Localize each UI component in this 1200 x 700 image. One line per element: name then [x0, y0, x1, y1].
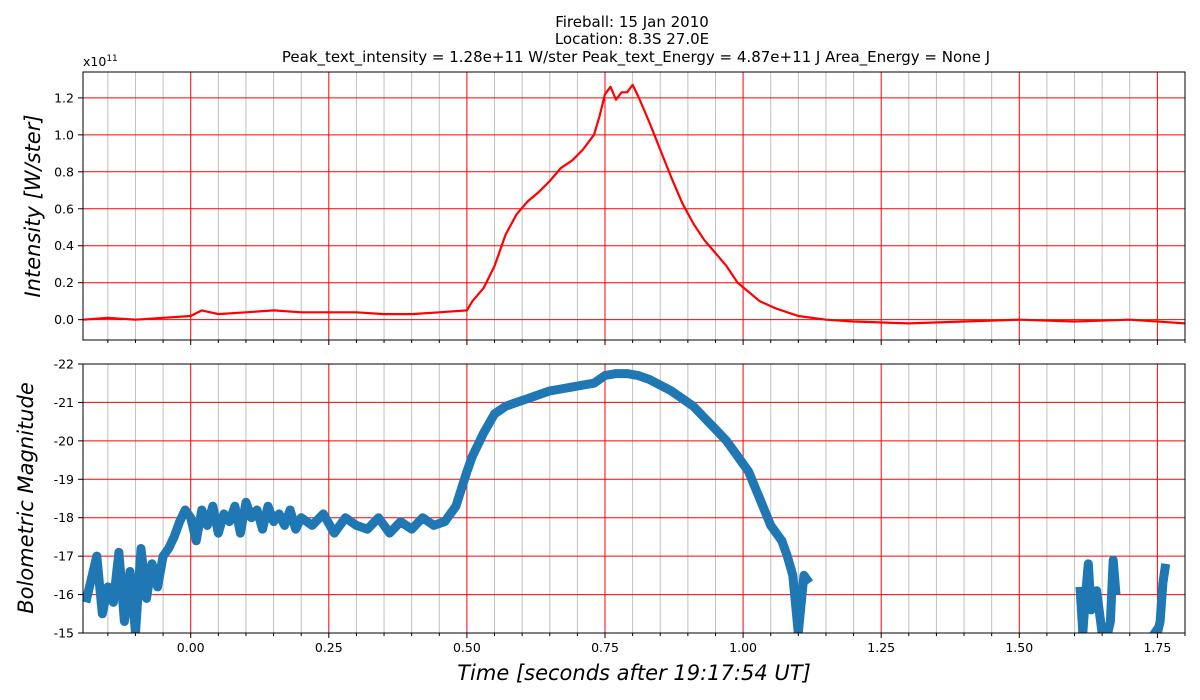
x-tick-label: 1.75 — [1143, 640, 1171, 655]
intensity-scale-exponent: 11 — [106, 54, 117, 64]
x-tick-label: 0.75 — [591, 640, 619, 655]
intensity-line-segment-1 — [83, 83, 1185, 325]
magnitude-line-segment-3 — [1149, 563, 1171, 633]
y-tick-label: -17 — [54, 549, 74, 564]
intensity-series — [83, 83, 1185, 325]
figure-title: Fireball: 15 Jan 2010 Location: 8.3S 27.… — [282, 13, 990, 67]
x-tick-label: 0.50 — [453, 640, 481, 655]
y-tick-label: -21 — [54, 395, 74, 410]
y-tick-label: 0.2 — [54, 275, 74, 290]
x-tick-label: 0.25 — [315, 640, 343, 655]
y-tick-label: 0.0 — [54, 312, 74, 327]
title-line-2: Location: 8.3S 27.0E — [555, 30, 709, 48]
intensity-scale-base: x10 — [83, 54, 106, 69]
x-tick-label: 1.25 — [867, 640, 895, 655]
y-tick-label: 0.6 — [54, 201, 74, 216]
magnitude-y-axis-label: Bolometric Magnitude — [14, 382, 38, 614]
title-line-1: Fireball: 15 Jan 2010 — [555, 13, 709, 31]
magnitude-line-segment-2 — [1075, 555, 1121, 633]
y-tick-label: -15 — [54, 626, 74, 641]
y-tick-label: -18 — [54, 510, 74, 525]
y-tick-label: -16 — [54, 587, 74, 602]
y-tick-label: 0.4 — [54, 238, 74, 253]
y-tick-label: -19 — [54, 472, 74, 487]
y-tick-label: -20 — [54, 433, 74, 448]
intensity-grid — [83, 72, 1186, 340]
y-tick-label: 1.0 — [54, 127, 74, 142]
intensity-y-axis-label: Intensity [W/ster] — [21, 114, 45, 297]
magnitude-ticks: 0.00 0.25 0.50 0.75 1.00 1.25 1.50 1.75 -22 -21 -2… — [54, 357, 1186, 655]
y-tick-label: 0.8 — [54, 164, 74, 179]
intensity-plot-frame — [82, 71, 1186, 341]
magnitude-series — [83, 369, 1171, 633]
magnitude-chart: 0.00 0.25 0.50 0.75 1.00 1.25 1.50 1.75 -22 -21 -2… — [14, 357, 1186, 685]
x-tick-label: 1.50 — [1005, 640, 1033, 655]
x-tick-label: 1.00 — [729, 640, 757, 655]
y-tick-label: 1.2 — [54, 90, 74, 105]
y-tick-label: -22 — [54, 357, 74, 372]
magnitude-plot-frame — [82, 363, 1186, 634]
magnitude-line-segment-1 — [83, 369, 814, 633]
time-x-axis-label: Time [seconds after 19:17:54 UT] — [457, 661, 811, 685]
intensity-ticks: 0.0 0.2 0.4 0.6 0.8 1.0 1.2 — [54, 90, 1186, 345]
x-tick-label: 0.00 — [177, 640, 205, 655]
intensity-scale-label: x1011 — [83, 54, 118, 69]
title-line-3: Peak_text_intensity = 1.28e+11 W/ster Pe… — [282, 48, 990, 67]
intensity-chart: 0.0 0.2 0.4 0.6 0.8 1.0 1.2 x1011 Intensity [W… — [21, 54, 1186, 345]
